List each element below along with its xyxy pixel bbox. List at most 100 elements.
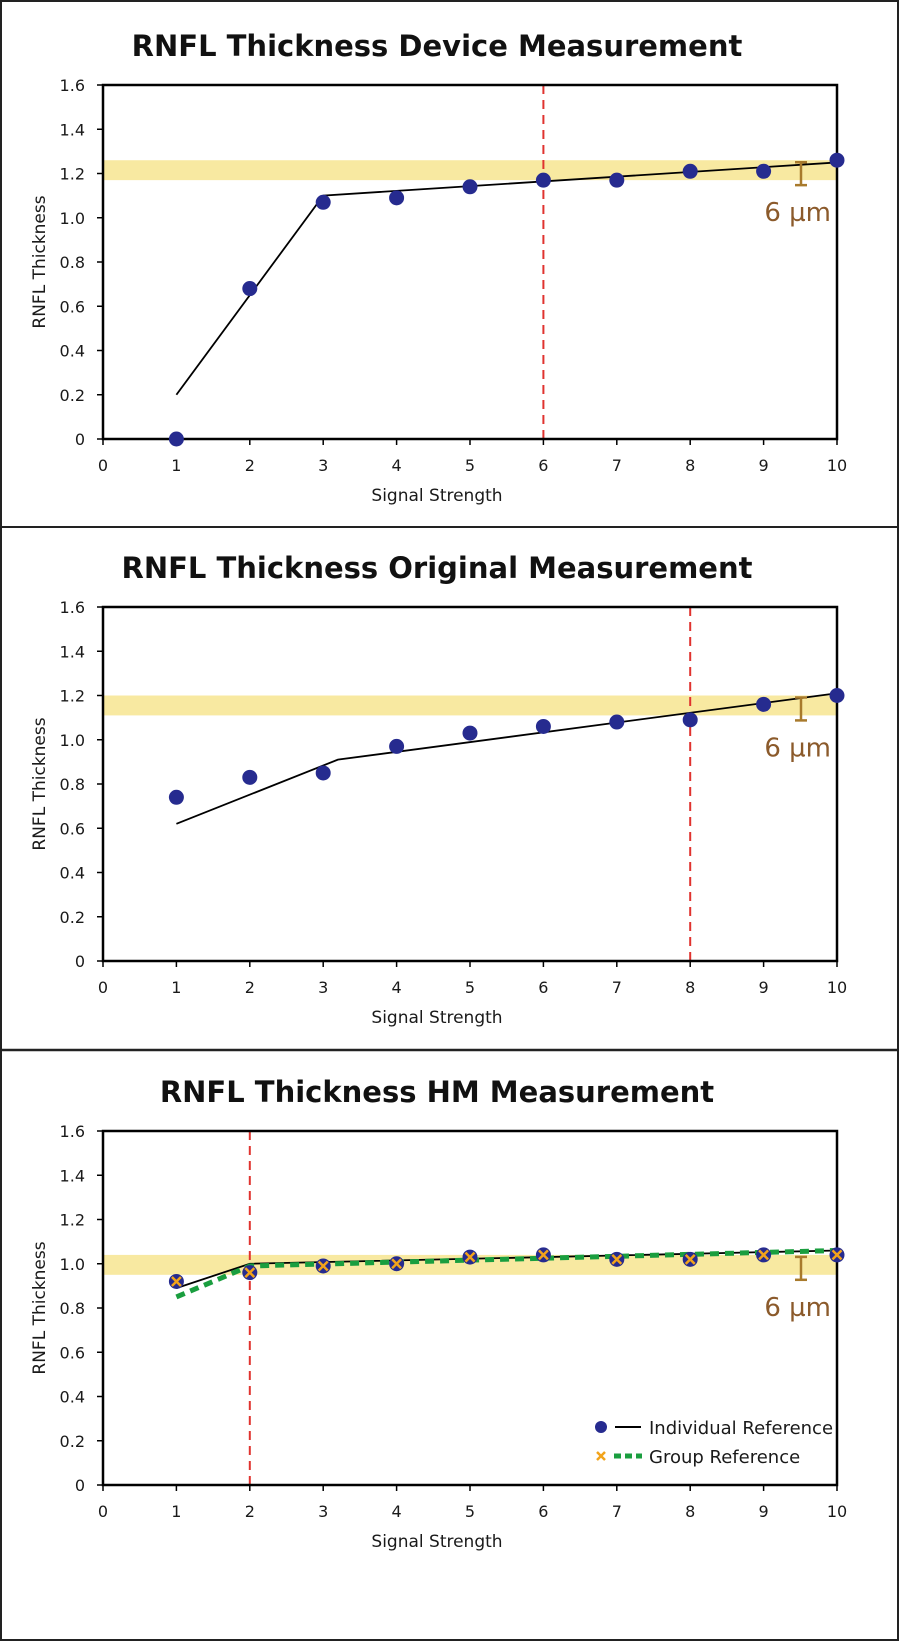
data-point xyxy=(829,688,845,703)
x-tick-label: 2 xyxy=(245,456,255,475)
group-data-point xyxy=(684,1253,696,1265)
y-tick-label: 1.6 xyxy=(60,598,85,617)
x-tick-label: 5 xyxy=(465,1502,475,1521)
x-tick-label: 6 xyxy=(538,456,548,475)
cross-stroke xyxy=(317,1260,329,1272)
x-tick-label: 10 xyxy=(827,978,847,997)
cross-stroke xyxy=(538,1249,549,1261)
x-tick-label: 9 xyxy=(759,1502,769,1521)
x-tick-label: 7 xyxy=(612,456,622,475)
y-tick-label: 0 xyxy=(75,1476,85,1495)
y-tick-label: 1.6 xyxy=(60,76,85,95)
y-tick-label: 0.8 xyxy=(60,1299,85,1318)
x-tick-label: 10 xyxy=(827,1502,847,1521)
y-tick-label: 1.2 xyxy=(60,1211,85,1230)
y-tick-label: 1.0 xyxy=(60,209,85,228)
data-point xyxy=(609,172,625,188)
x-tick-label: 3 xyxy=(318,978,328,997)
x-tick-label: 5 xyxy=(465,978,475,997)
legend-marker-individual xyxy=(595,1421,607,1433)
y-tick-label: 0 xyxy=(75,952,85,971)
y-tick-label: 0.4 xyxy=(60,342,85,361)
data-point xyxy=(535,172,551,188)
scale-bar-icon xyxy=(795,1255,807,1282)
y-tick-label: 0.4 xyxy=(60,864,85,883)
y-tick-label: 0.2 xyxy=(60,386,85,405)
x-tick-label: 0 xyxy=(98,978,108,997)
group-data-point xyxy=(758,1249,769,1261)
cross-stroke xyxy=(171,1276,182,1287)
data-point xyxy=(168,789,184,805)
x-tick-label: 3 xyxy=(318,456,328,475)
plot-frame xyxy=(101,605,839,963)
x-tick-label: 5 xyxy=(465,456,475,475)
x-tick-label: 7 xyxy=(612,1502,622,1521)
y-tick-label: 1.0 xyxy=(60,731,85,750)
data-point xyxy=(682,163,698,179)
y-tick-label: 0 xyxy=(75,430,85,449)
x-tick-label: 10 xyxy=(827,456,847,475)
data-point xyxy=(389,190,405,206)
cross-stroke xyxy=(831,1249,843,1261)
x-tick-label: 8 xyxy=(685,1502,695,1521)
data-point xyxy=(829,152,845,168)
cross-stroke xyxy=(244,1267,256,1278)
data-point xyxy=(242,281,258,297)
chart-panel-2: RNFL Thickness Original Measurement 0 0.2 0… xyxy=(30,551,847,1028)
reference-line xyxy=(175,161,838,396)
scale-annotation: 6 µm xyxy=(764,733,831,763)
x-tick-label: 4 xyxy=(392,456,402,475)
x-tick-label: 8 xyxy=(685,456,695,475)
data-point xyxy=(682,712,698,728)
cross-stroke xyxy=(758,1249,769,1261)
cross-stroke xyxy=(391,1258,402,1270)
x-tick-label: 4 xyxy=(392,1502,402,1521)
x-tick-label: 4 xyxy=(392,978,402,997)
x-tick-label: 0 xyxy=(98,456,108,475)
x-tick-label: 2 xyxy=(245,978,255,997)
legend-label-group: Group Reference xyxy=(649,1447,800,1468)
tolerance-band xyxy=(103,695,837,716)
scale-bar-icon xyxy=(795,696,807,722)
data-point xyxy=(168,431,184,447)
y-tick-label: 0.2 xyxy=(60,1432,85,1451)
scale-bar-icon xyxy=(795,160,807,187)
y-axis-label: RNFL Thickness xyxy=(30,195,50,328)
x-tick-label: 2 xyxy=(245,1502,255,1521)
group-data-point xyxy=(171,1276,182,1287)
group-data-point xyxy=(391,1258,402,1270)
group-data-point xyxy=(831,1249,843,1261)
cross-stroke xyxy=(611,1253,623,1265)
x-tick-label: 6 xyxy=(538,978,548,997)
legend: Individual Reference Group Reference xyxy=(595,1418,833,1468)
x-tick-label: 9 xyxy=(759,978,769,997)
data-point xyxy=(535,718,551,734)
legend-label-individual: Individual Reference xyxy=(649,1418,833,1439)
y-tick-label: 0.8 xyxy=(60,775,85,794)
x-tick-label: 6 xyxy=(538,1502,548,1521)
group-data-point xyxy=(464,1251,476,1263)
cross-stroke xyxy=(464,1251,476,1263)
y-tick-label: 0.6 xyxy=(60,1343,85,1362)
y-tick-label: 1.2 xyxy=(60,687,85,706)
data-point xyxy=(462,725,478,741)
y-tick-label: 0.6 xyxy=(60,819,85,838)
x-tick-label: 1 xyxy=(171,1502,181,1521)
group-data-point xyxy=(611,1253,623,1265)
group-data-point xyxy=(538,1249,549,1261)
x-tick-label: 0 xyxy=(98,1502,108,1521)
scale-annotation: 6 µm xyxy=(764,198,831,228)
legend-marker-group xyxy=(596,1451,606,1461)
x-tick-label: 9 xyxy=(759,456,769,475)
y-tick-label: 0.2 xyxy=(60,908,85,927)
y-tick-label: 1.6 xyxy=(60,1122,85,1141)
y-tick-label: 0.4 xyxy=(60,1388,85,1407)
data-point xyxy=(315,194,331,210)
reference-line xyxy=(176,692,838,825)
data-point xyxy=(609,714,625,730)
chart-panel-3: RNFL Thickness HM Measurement 0 0.2 0.4 0.6 0… xyxy=(30,1075,847,1552)
data-point xyxy=(462,179,478,195)
x-axis-label: Signal Strength xyxy=(371,486,502,506)
